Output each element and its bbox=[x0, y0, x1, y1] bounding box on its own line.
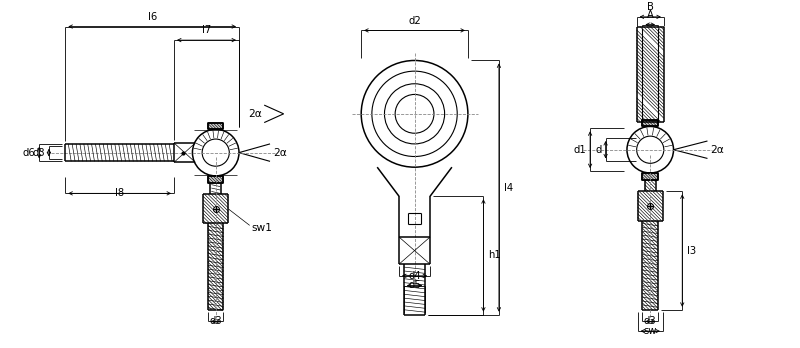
Text: d4: d4 bbox=[408, 271, 421, 280]
Text: A: A bbox=[647, 10, 654, 20]
Text: l4: l4 bbox=[504, 183, 513, 192]
Text: l7: l7 bbox=[202, 25, 211, 35]
Text: sw: sw bbox=[643, 326, 657, 336]
Text: d3: d3 bbox=[32, 148, 45, 158]
Text: l8: l8 bbox=[115, 188, 124, 198]
Text: 2α: 2α bbox=[249, 109, 262, 119]
Text: d: d bbox=[595, 145, 602, 155]
Text: B: B bbox=[647, 2, 654, 12]
Bar bbox=[208, 176, 223, 183]
Text: sw1: sw1 bbox=[252, 223, 273, 234]
Bar bbox=[642, 173, 658, 180]
Bar bbox=[642, 120, 658, 126]
Text: d2: d2 bbox=[408, 16, 421, 25]
Text: d1: d1 bbox=[574, 145, 586, 155]
Text: d3: d3 bbox=[210, 316, 222, 326]
Text: l3: l3 bbox=[687, 246, 696, 255]
Text: d6: d6 bbox=[22, 148, 35, 158]
Text: l6: l6 bbox=[147, 12, 157, 22]
Text: d5: d5 bbox=[408, 280, 421, 290]
Text: d3: d3 bbox=[644, 316, 657, 326]
Text: h1: h1 bbox=[488, 251, 501, 260]
Text: 2α: 2α bbox=[273, 148, 286, 158]
Text: 2α: 2α bbox=[710, 145, 724, 155]
Bar bbox=[208, 122, 223, 129]
